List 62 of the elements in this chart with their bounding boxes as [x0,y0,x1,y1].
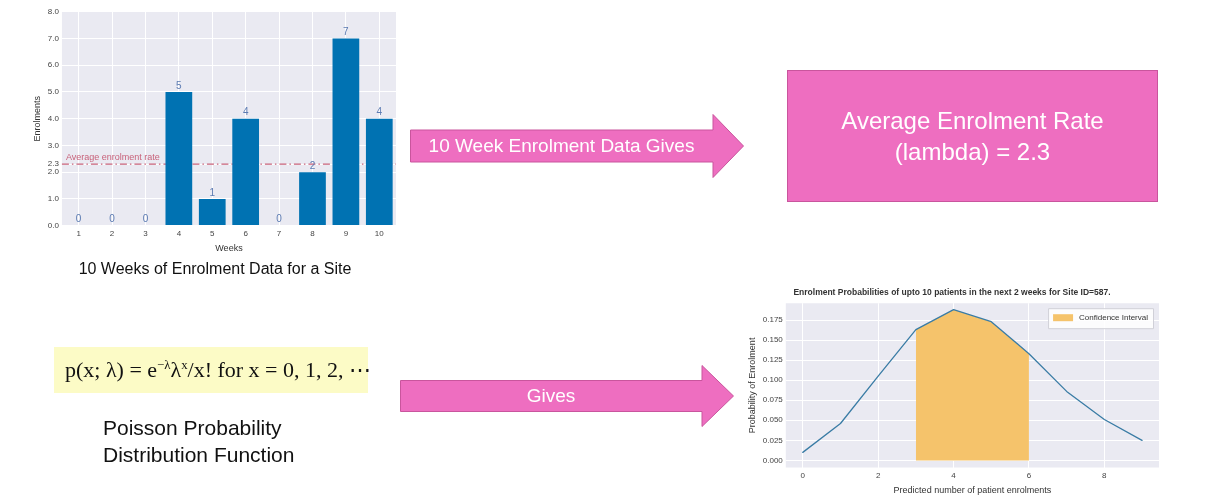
y-tick-label: 4.0 [47,113,60,123]
x-tick-label: 6 [243,228,249,238]
x-tick-label: 3 [143,228,149,238]
x-tick-label: 0 [800,470,806,480]
ref-line-label: Average enrolment rate [65,152,160,163]
data-label: 0 [142,213,149,225]
y-tick-label: 0.125 [762,355,784,365]
data-label: 7 [343,26,350,38]
data-label: 0 [276,213,283,225]
y-tick-label: 0.050 [762,415,784,425]
x-tick-label: 9 [343,228,349,238]
x-tick-label: 8 [310,228,316,238]
x-tick-label: 5 [210,228,216,238]
bar [365,118,393,226]
x-tick-label: 1 [76,228,82,238]
y-tick-label: 6.0 [47,60,60,70]
x-tick-label: 2 [875,470,881,480]
y-tick-label: 0.175 [762,315,784,325]
text: Gives [526,385,576,406]
y-tick-label: 0.000 [762,455,784,465]
data-label: 0 [75,213,82,225]
x-axis-title: Predicted number of patient enrolments [893,485,1052,496]
data-label: 4 [242,106,249,118]
text: Average Enrolment Rate (lambda) = 2.3 [841,107,1104,165]
bar [232,118,260,226]
y-axis-title: Probability of Enrolment [746,337,757,434]
x-axis-title: Weeks [215,243,244,254]
y-tick-label: 5.0 [47,87,60,97]
chart-title: Enrolment Probabilities of upto 10 patients in the next 2 weeks for Site ID=587. [793,287,1111,298]
y-tick-label: 1.0 [47,194,60,204]
bar [198,198,226,226]
y-tick-label: 8.0 [47,7,60,16]
y-tick-label: 2.3 [47,159,60,169]
x-tick-label: 7 [276,228,282,238]
y-tick-label: 0.025 [762,435,784,445]
y-tick-label: 3.0 [47,140,60,150]
y-tick-label: 0.0 [47,220,60,230]
x-tick-label: 4 [951,470,957,480]
y-tick-label: 7.0 [47,33,60,43]
x-tick-label: 4 [176,228,182,238]
x-tick-label: 8 [1102,470,1108,480]
legend-label: Confidence Interval [1079,312,1149,322]
data-label: 1 [209,186,216,198]
y-axis-title: Enrolments [31,95,42,142]
data-label: 0 [109,213,116,225]
text: 10 Weeks of Enrolment Data for a Site [78,260,352,277]
bar [165,91,193,226]
data-label: 4 [376,106,383,118]
text: Poisson Probability Distribution Function [103,416,295,466]
x-tick-label: 6 [1026,470,1032,480]
data-label: 5 [176,79,183,91]
x-tick-label: 10 [374,228,385,238]
text: 10 Week Enrolment Data Gives [428,135,695,156]
bar [332,38,360,226]
y-tick-label: 2.0 [47,167,60,177]
text: p(x; λ) = e$^{−λ}$λ$^{x}$/x! for x = 0, 1, 2, ⋯ [65,357,372,383]
y-tick-label: 0.100 [762,375,784,385]
x-tick-label: 2 [109,228,115,238]
data-label: 2 [309,159,316,171]
y-tick-label: 0.150 [762,335,784,345]
bar [299,172,326,226]
y-tick-label: 0.075 [762,395,784,405]
